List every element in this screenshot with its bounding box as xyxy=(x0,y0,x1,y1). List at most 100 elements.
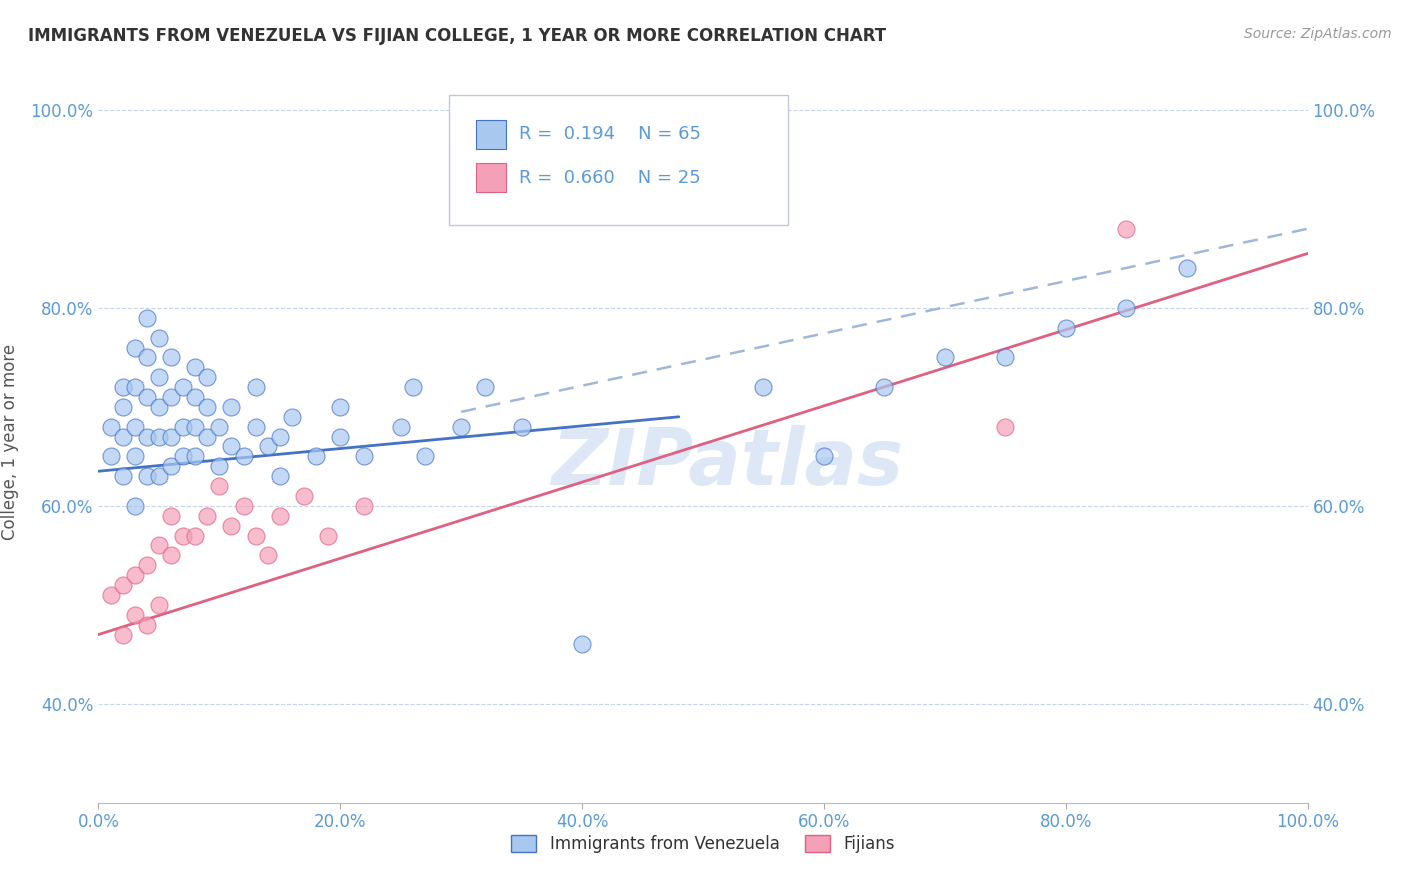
Point xyxy=(281,409,304,424)
Point xyxy=(124,450,146,464)
Point xyxy=(413,450,436,464)
Point xyxy=(813,450,835,464)
Point xyxy=(245,528,267,542)
Point xyxy=(195,508,218,523)
Text: Source: ZipAtlas.com: Source: ZipAtlas.com xyxy=(1244,27,1392,41)
Point xyxy=(172,380,194,394)
Point xyxy=(135,351,157,365)
Point xyxy=(172,528,194,542)
Point xyxy=(124,607,146,622)
Point xyxy=(221,518,243,533)
Legend: Immigrants from Venezuela, Fijians: Immigrants from Venezuela, Fijians xyxy=(505,828,901,860)
Point xyxy=(329,429,352,443)
Point xyxy=(148,469,170,483)
Point xyxy=(934,351,956,365)
Point xyxy=(195,429,218,443)
Point xyxy=(160,508,183,523)
Point xyxy=(172,419,194,434)
Point xyxy=(292,489,315,503)
Point xyxy=(148,598,170,612)
Point xyxy=(184,419,207,434)
Point xyxy=(256,440,278,454)
Point xyxy=(221,440,243,454)
Point xyxy=(111,400,134,414)
Point xyxy=(184,450,207,464)
Point xyxy=(184,528,207,542)
Text: ZIPatlas: ZIPatlas xyxy=(551,425,903,501)
Point xyxy=(172,450,194,464)
Point xyxy=(450,419,472,434)
Point xyxy=(124,499,146,513)
Point xyxy=(160,390,183,404)
FancyBboxPatch shape xyxy=(449,95,787,225)
Point xyxy=(124,341,146,355)
Text: R =  0.194    N = 65: R = 0.194 N = 65 xyxy=(519,126,702,144)
Y-axis label: College, 1 year or more: College, 1 year or more xyxy=(1,343,20,540)
Point xyxy=(184,390,207,404)
Point xyxy=(195,400,218,414)
Text: IMMIGRANTS FROM VENEZUELA VS FIJIAN COLLEGE, 1 YEAR OR MORE CORRELATION CHART: IMMIGRANTS FROM VENEZUELA VS FIJIAN COLL… xyxy=(28,27,886,45)
Point xyxy=(994,419,1017,434)
Point xyxy=(389,419,412,434)
Point xyxy=(256,549,278,563)
Point xyxy=(752,380,775,394)
Point xyxy=(148,370,170,384)
Point xyxy=(111,627,134,641)
Point xyxy=(208,479,231,493)
Point xyxy=(111,469,134,483)
Point xyxy=(402,380,425,394)
Point xyxy=(208,419,231,434)
Point xyxy=(305,450,328,464)
Point xyxy=(111,578,134,592)
Point xyxy=(148,429,170,443)
Point xyxy=(232,499,254,513)
Point xyxy=(124,380,146,394)
Point xyxy=(148,330,170,344)
FancyBboxPatch shape xyxy=(475,120,506,149)
Point xyxy=(124,419,146,434)
Point xyxy=(135,390,157,404)
Point xyxy=(135,617,157,632)
Point xyxy=(1054,320,1077,334)
Point xyxy=(221,400,243,414)
Point xyxy=(135,558,157,573)
Point xyxy=(111,429,134,443)
Point xyxy=(316,528,339,542)
Point xyxy=(994,351,1017,365)
Point xyxy=(269,429,291,443)
Point xyxy=(873,380,896,394)
Point xyxy=(1175,261,1198,276)
Text: R =  0.660    N = 25: R = 0.660 N = 25 xyxy=(519,169,702,186)
Point xyxy=(245,419,267,434)
Point xyxy=(160,429,183,443)
Point xyxy=(160,549,183,563)
Point xyxy=(111,380,134,394)
Point xyxy=(148,400,170,414)
Point xyxy=(353,450,375,464)
Point xyxy=(160,459,183,474)
Point xyxy=(474,380,496,394)
Point xyxy=(195,370,218,384)
Point xyxy=(135,429,157,443)
Point xyxy=(100,419,122,434)
Point xyxy=(148,539,170,553)
Point xyxy=(208,459,231,474)
Point xyxy=(100,450,122,464)
Point xyxy=(269,508,291,523)
FancyBboxPatch shape xyxy=(475,163,506,193)
Point xyxy=(1115,221,1137,235)
Point xyxy=(571,637,593,651)
Point xyxy=(184,360,207,375)
Point xyxy=(353,499,375,513)
Point xyxy=(1115,301,1137,315)
Point xyxy=(269,469,291,483)
Point xyxy=(232,450,254,464)
Point xyxy=(124,568,146,582)
Point xyxy=(510,419,533,434)
Point xyxy=(100,588,122,602)
Point xyxy=(135,469,157,483)
Point xyxy=(245,380,267,394)
Point xyxy=(135,310,157,325)
Point xyxy=(329,400,352,414)
Point xyxy=(160,351,183,365)
